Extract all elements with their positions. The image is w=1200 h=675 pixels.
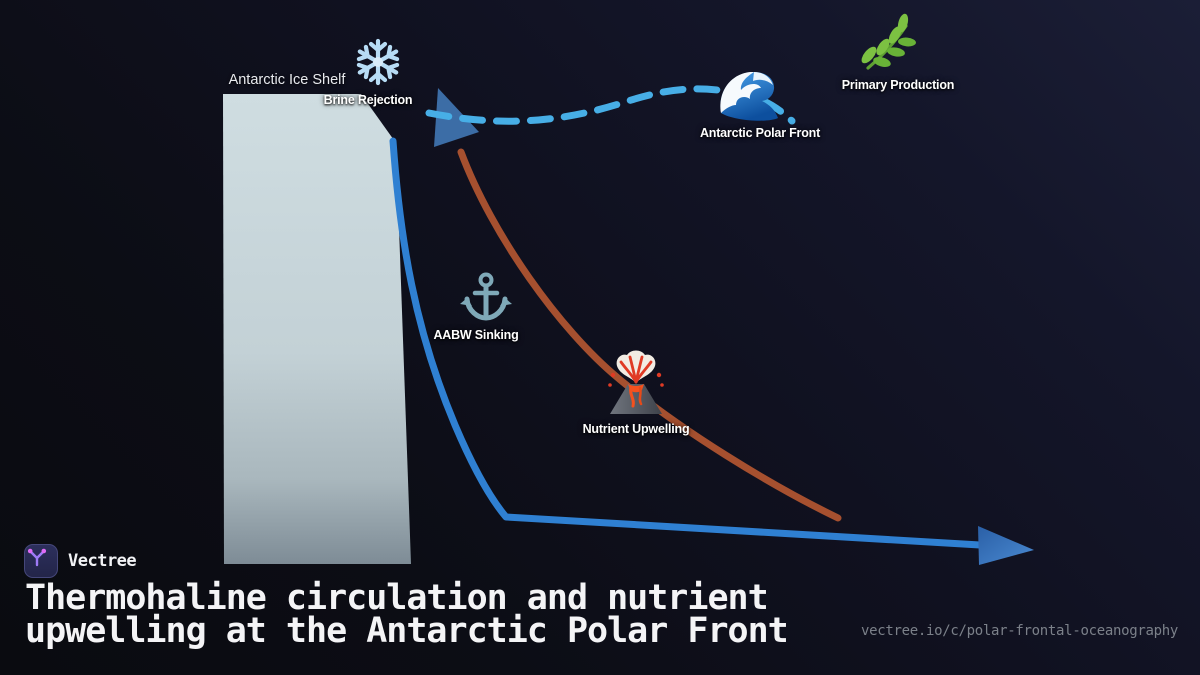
vectree-branch-icon xyxy=(27,548,47,567)
ice-shelf-shape xyxy=(223,94,411,564)
volcano-icon xyxy=(608,350,664,414)
brine-rejection-label: Brine Rejection xyxy=(323,93,413,107)
title-line-2: upwelling at the Antarctic Polar Front xyxy=(25,611,789,651)
upwelling-arrowhead xyxy=(434,88,479,147)
primary-production-label: Primary Production xyxy=(841,78,955,92)
deep-current-arrowhead xyxy=(978,526,1034,565)
ice-shelf-label: Antarctic Ice Shelf xyxy=(228,72,346,88)
polar-front-label: Antarctic Polar Front xyxy=(699,126,821,140)
snowflake-icon xyxy=(356,38,400,86)
upwelling-current-arrow xyxy=(457,148,842,522)
brand-row: Vectree xyxy=(24,544,137,578)
vectree-logo xyxy=(24,544,58,578)
nutrient-upwelling-label: Nutrient Upwelling xyxy=(582,422,690,436)
wave-icon xyxy=(720,71,778,121)
title-line-1: Thermohaline circulation and nutrient xyxy=(25,578,769,618)
brand-name: Vectree xyxy=(68,551,137,571)
site-url: vectree.io/c/polar-frontal-oceanography xyxy=(860,623,1178,639)
page-title: Thermohaline circulation and nutrient up… xyxy=(25,578,789,651)
anchor-icon xyxy=(460,272,512,321)
surface-front-dashed-line xyxy=(425,85,796,125)
deep-current-arrow xyxy=(389,137,1034,565)
aabw-sinking-label: AABW Sinking xyxy=(433,328,519,342)
herb-icon xyxy=(861,13,916,70)
